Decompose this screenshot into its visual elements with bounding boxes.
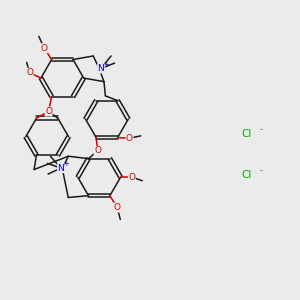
Text: N: N [58, 164, 64, 172]
Text: -: - [260, 166, 263, 175]
Text: O: O [41, 44, 48, 53]
Text: Cl: Cl [242, 129, 252, 139]
Text: O: O [26, 68, 33, 77]
Text: N: N [98, 64, 104, 73]
Text: O: O [45, 107, 52, 116]
Text: O: O [114, 203, 121, 212]
Text: +: + [64, 161, 69, 167]
Text: +: + [104, 61, 110, 68]
Text: -: - [260, 125, 263, 134]
Text: Cl: Cl [242, 170, 252, 180]
Text: O: O [126, 134, 133, 143]
Text: O: O [128, 173, 135, 182]
Text: O: O [94, 146, 101, 155]
